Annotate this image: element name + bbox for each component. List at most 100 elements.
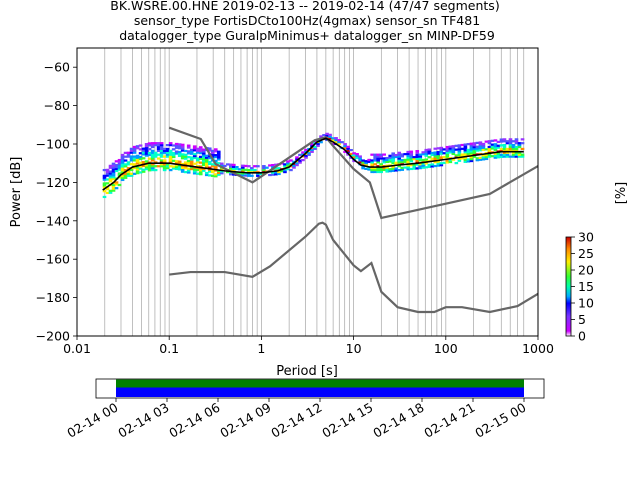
heatmap-cell	[141, 161, 146, 164]
heatmap-cell	[403, 160, 408, 163]
heatmap-cell	[499, 148, 504, 151]
heatmap-cell	[511, 151, 516, 154]
heatmap-cell	[213, 150, 218, 153]
heatmap-cell	[451, 150, 456, 154]
heatmap-cell	[204, 154, 209, 157]
heatmap-cell	[397, 157, 402, 160]
heatmap-cell	[277, 167, 281, 170]
heatmap-cell	[499, 138, 504, 141]
heatmap-cell	[472, 155, 477, 158]
heatmap-cell	[358, 157, 362, 160]
heatmap-cell	[514, 153, 519, 156]
heatmap-cell	[135, 156, 140, 159]
heatmap-cell	[466, 143, 471, 146]
heatmap-cell	[129, 174, 134, 177]
heatmap-cell	[207, 149, 212, 152]
heatmap-cell	[180, 166, 185, 169]
heatmap-cell	[135, 168, 140, 171]
heatmap-cell	[409, 154, 414, 157]
heatmap-cell	[415, 150, 420, 153]
heatmap-cell	[219, 168, 224, 171]
heatmap-cell	[168, 149, 173, 152]
heatmap-cell	[147, 153, 152, 157]
heatmap-cell	[334, 140, 338, 144]
heatmap-cell	[235, 167, 239, 171]
heatmap-cell	[138, 155, 143, 159]
heatmap-cell	[132, 145, 137, 149]
heatmap-cell	[262, 165, 266, 168]
heatmap-cell	[247, 174, 251, 177]
heatmap-cell	[138, 144, 143, 147]
heatmap-cell	[481, 146, 486, 149]
heatmap-cell	[451, 145, 456, 148]
heatmap-cell	[286, 168, 290, 171]
heatmap-cell	[418, 157, 423, 160]
heatmap-cell	[198, 157, 203, 160]
heatmap-cell	[469, 146, 474, 149]
heatmap-cell	[439, 162, 444, 165]
heatmap-cell	[216, 169, 221, 173]
heatmap-cell	[472, 147, 477, 151]
heatmap-cell	[310, 150, 314, 153]
heatmap-cell	[213, 155, 218, 159]
heatmap-cell	[520, 138, 525, 141]
heatmap-cell	[424, 166, 429, 169]
heatmap-cell	[129, 157, 134, 160]
heatmap-cell	[171, 165, 176, 168]
heatmap-cell	[292, 166, 296, 169]
heatmap-cell	[412, 156, 417, 159]
heatmap-cell	[472, 144, 477, 147]
heatmap-cell	[174, 160, 179, 163]
heatmap-cell	[150, 153, 155, 156]
heatmap-cell	[144, 167, 149, 171]
heatmap-cell	[445, 149, 450, 153]
heatmap-cell	[114, 187, 119, 190]
heatmap-cell	[373, 167, 377, 170]
heatmap-cell	[201, 156, 206, 159]
heatmap-cell	[198, 173, 203, 176]
heatmap-cell	[487, 142, 492, 145]
heatmap-cell	[198, 155, 203, 159]
heatmap-cell	[195, 168, 200, 172]
heatmap-cell	[436, 154, 441, 158]
heatmap-cell	[388, 160, 392, 163]
heatmap-cell	[192, 149, 197, 152]
ppsd-heatmap	[102, 132, 525, 199]
heatmap-cell	[180, 147, 185, 150]
heatmap-cell	[391, 156, 396, 159]
heatmap-cell	[448, 145, 453, 148]
chart-title-line-1: BK.WSRE.00.HNE 2019-02-13 -- 2019-02-14 …	[110, 0, 499, 13]
heatmap-cell	[165, 153, 170, 156]
heatmap-cell	[156, 165, 161, 168]
heatmap-cell	[361, 161, 365, 164]
heatmap-cell	[478, 143, 483, 146]
heatmap-cell	[210, 149, 215, 152]
heatmap-cell	[105, 187, 110, 191]
heatmap-cell	[508, 145, 513, 149]
heatmap-cell	[225, 163, 230, 166]
heatmap-cell	[126, 167, 131, 170]
heatmap-cell	[111, 172, 116, 175]
heatmap-cell	[424, 150, 429, 154]
heatmap-cell	[412, 165, 417, 168]
heatmap-cell	[451, 147, 456, 150]
heatmap-cell	[192, 168, 197, 171]
heatmap-cell	[472, 149, 477, 153]
heatmap-cell	[301, 153, 305, 156]
heatmap-cell	[409, 164, 414, 167]
heatmap-cell	[472, 146, 477, 149]
heatmap-cell	[403, 166, 408, 169]
heatmap-cell	[496, 144, 501, 147]
heatmap-cell	[418, 166, 423, 170]
heatmap-cell	[295, 158, 299, 161]
heatmap-cell	[123, 163, 128, 166]
heatmap-cell	[135, 162, 140, 165]
heatmap-cell	[514, 149, 519, 152]
heatmap-cell	[355, 156, 359, 160]
heatmap-cell	[403, 158, 408, 162]
heatmap-cell	[475, 159, 480, 162]
heatmap-cell	[346, 149, 350, 152]
heatmap-cell	[120, 176, 125, 180]
heatmap-cell	[117, 172, 122, 175]
heatmap-cell	[508, 142, 513, 145]
